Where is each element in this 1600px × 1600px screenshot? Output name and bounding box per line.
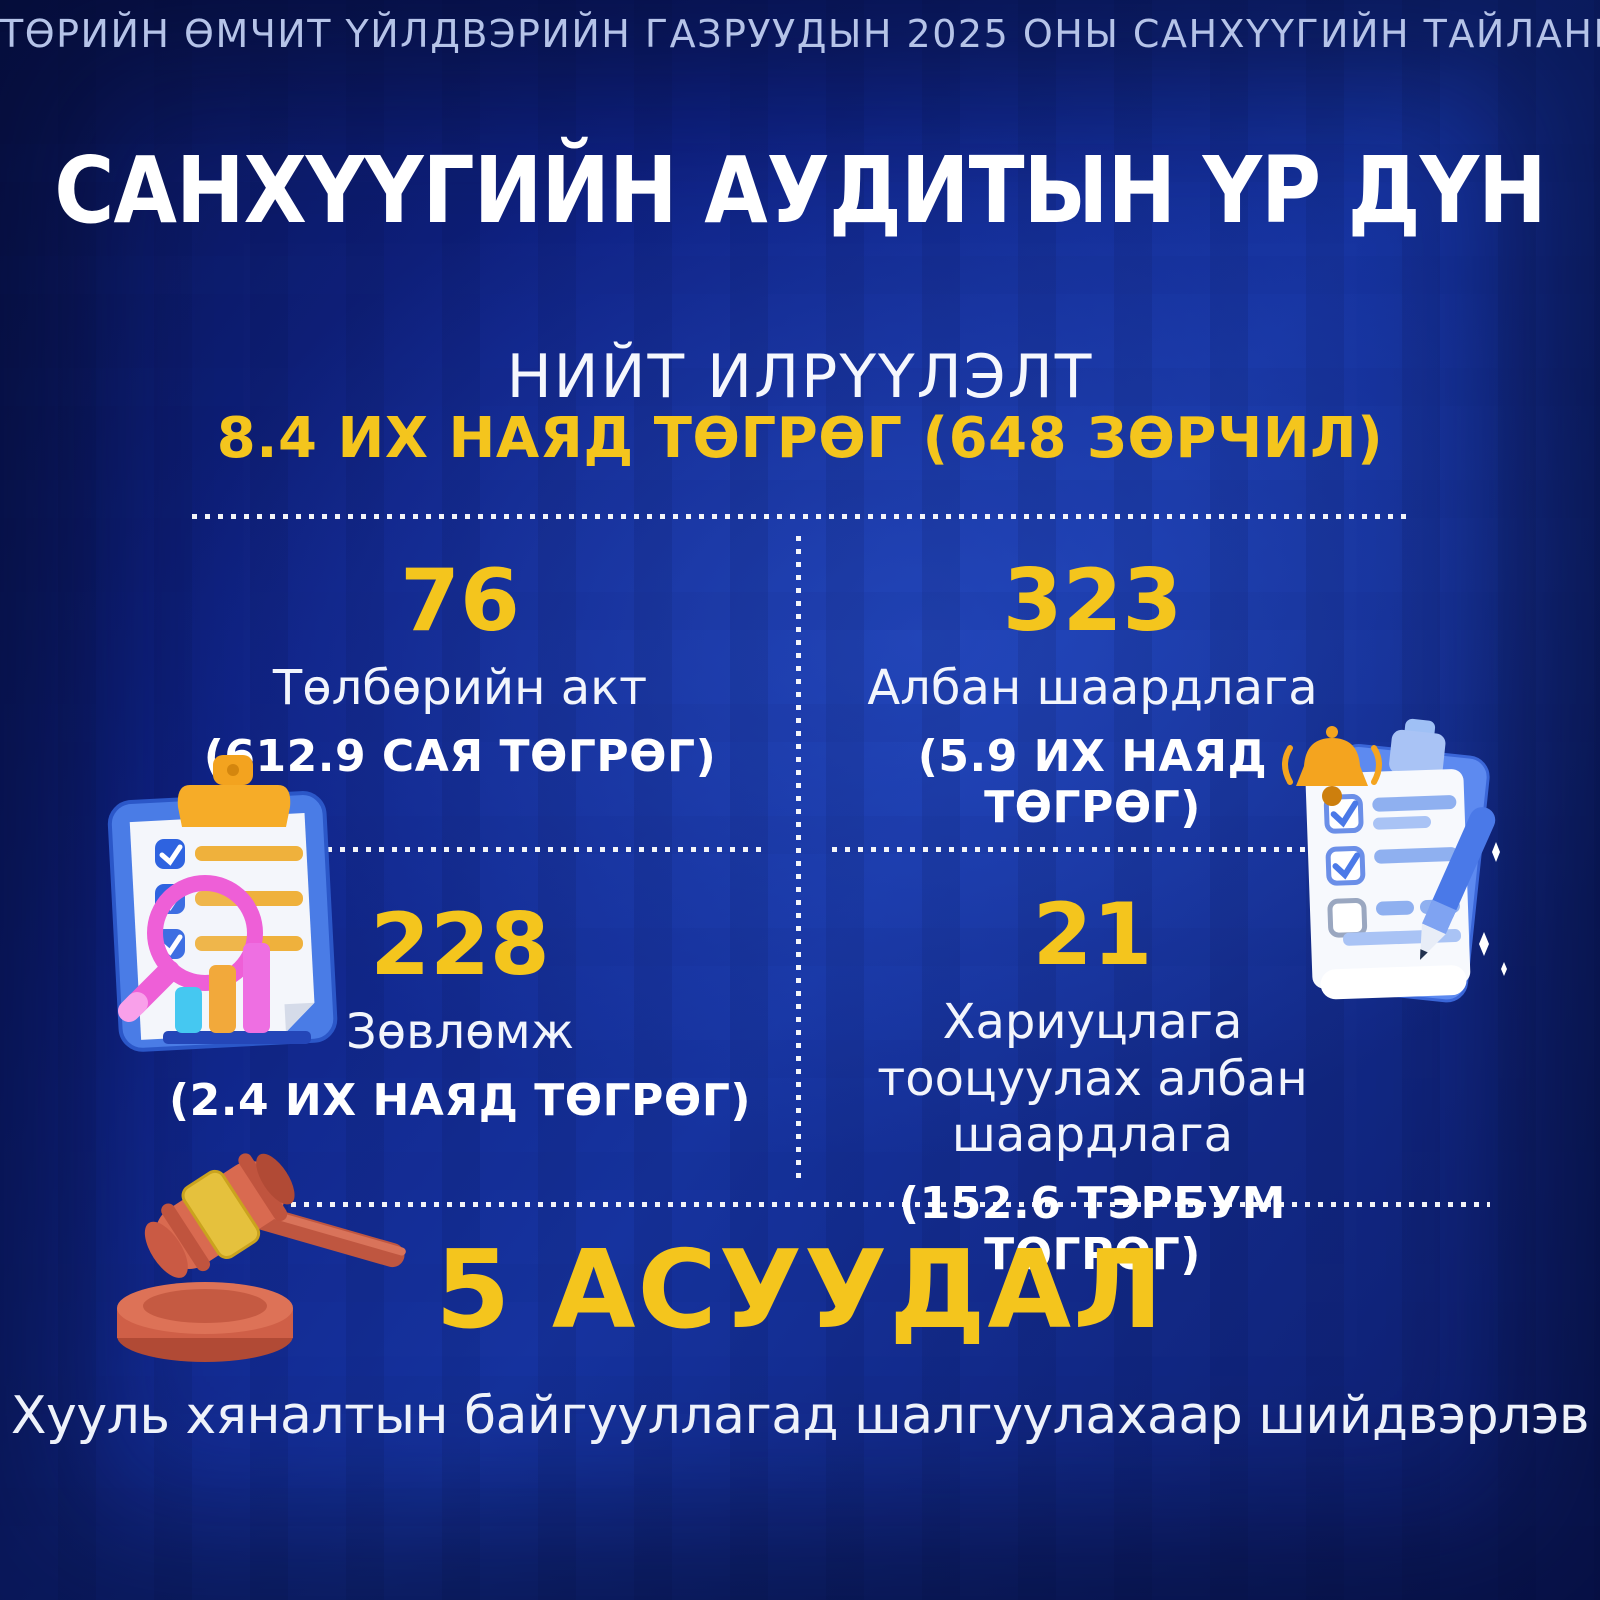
- stat-value: 76: [400, 551, 520, 651]
- stat-amount: (5.9 ИХ НАЯД ТӨГРӨГ): [917, 730, 1268, 833]
- notice-clipboard-bell-icon: [1282, 718, 1507, 1003]
- stat-amount: (2.4 ИХ НАЯД ТӨГРӨГ): [169, 1074, 751, 1126]
- total-findings-line: 8.4 ИХ НАЯД ТӨГРӨГ (648 ЗӨРЧИЛ): [216, 406, 1384, 471]
- page-title: САНХҮҮГИЙН АУДИТЫН ҮР ДҮН: [54, 138, 1546, 245]
- top-header: ТӨРИЙН ӨМЧИТ ҮЙЛДВЭРИЙН ГАЗРУУДЫН 2025 О…: [0, 12, 1600, 56]
- stat-label: Албан шаардлага: [867, 660, 1318, 716]
- stat-label: Хариуцлага тооцуулах албан шаардлага: [877, 994, 1308, 1164]
- stat-label: Төлбөрийн акт: [272, 660, 648, 716]
- stat-recommendations: 228 Зөвлөмж (2.4 ИХ НАЯД ТӨГРӨГ): [150, 902, 770, 1126]
- stat-label: Зөвлөмж: [346, 1004, 574, 1060]
- summary-heading: НИЙТ ИЛРҮҮЛЭЛТ: [506, 342, 1094, 412]
- gavel-icon: [117, 1153, 406, 1362]
- dotted-divider-middle-right: [832, 847, 1324, 852]
- dotted-divider-top: [192, 514, 1407, 519]
- dotted-divider-bottom: [252, 1202, 1490, 1207]
- stat-value: 228: [370, 895, 550, 995]
- audit-checklist-magnifier-icon: [107, 755, 338, 1052]
- footer-highlight: 5 АСУУДАЛ: [435, 1228, 1165, 1353]
- stat-official-demands: 323 Албан шаардлага (5.9 ИХ НАЯД ТӨГРӨГ): [805, 558, 1380, 833]
- stat-amount: (612.9 САЯ ТӨГРӨГ): [203, 730, 717, 782]
- stat-value: 323: [1002, 551, 1183, 651]
- stat-value: 21: [1032, 885, 1153, 985]
- stat-payment-acts: 76 Төлбөрийн акт (612.9 САЯ ТӨГРӨГ): [150, 558, 770, 782]
- dotted-divider-vertical: [796, 536, 801, 1178]
- dotted-divider-middle-left: [288, 847, 766, 852]
- footer-note: Хууль хяналтын байгууллагад шалгуулахаар…: [10, 1386, 1590, 1446]
